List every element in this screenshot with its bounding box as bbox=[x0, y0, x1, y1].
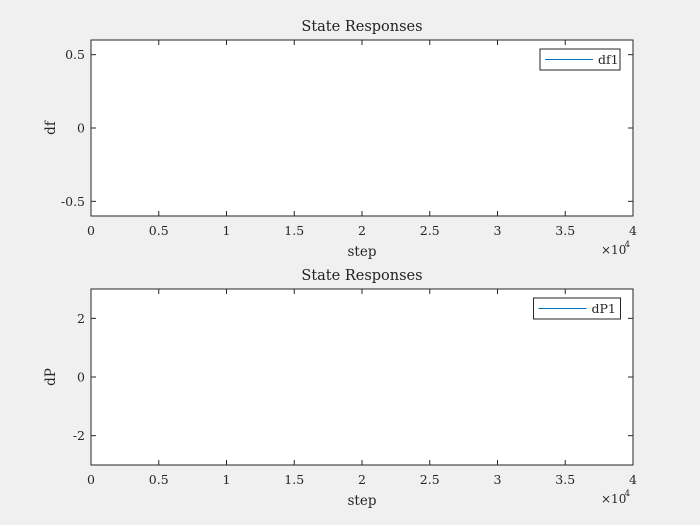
x-tick-label: 4 bbox=[629, 223, 637, 238]
x-tick-label: 0.5 bbox=[149, 472, 169, 487]
x-tick-label: 1 bbox=[223, 472, 231, 487]
x-tick-label: 2 bbox=[358, 223, 366, 238]
subplot-2: State Responses 0 0.5 1 1.5 2 2.5 3 3.5 4 -2 0 2 step… bbox=[43, 268, 637, 509]
legend: dP1 bbox=[533, 297, 621, 320]
x-axis-label: step bbox=[348, 244, 377, 260]
x-tick-label: 2.5 bbox=[420, 223, 440, 238]
chart-title: State Responses bbox=[301, 268, 422, 284]
y-tick-label: 0 bbox=[77, 370, 85, 385]
y-tick-label: -0.5 bbox=[61, 194, 85, 209]
y-tick-label: 0 bbox=[77, 121, 85, 136]
axes-box bbox=[90, 39, 634, 217]
x-tick-label: 3 bbox=[494, 472, 502, 487]
x-axis-label: step bbox=[348, 493, 377, 509]
y-tick-label: 2 bbox=[77, 311, 85, 326]
axes-box bbox=[90, 288, 634, 466]
y-axis-label: dP bbox=[43, 368, 59, 386]
y-tick-label: 0.5 bbox=[65, 47, 85, 62]
x-tick-label: 3 bbox=[494, 223, 502, 238]
x-tick-label: 0 bbox=[87, 472, 95, 487]
x-tick-label: 4 bbox=[629, 472, 637, 487]
chart-title: State Responses bbox=[301, 19, 422, 35]
legend-label-dP1: dP1 bbox=[592, 301, 616, 316]
x-exponent-label: ×10 bbox=[601, 243, 626, 257]
x-tick-label: 0.5 bbox=[149, 223, 169, 238]
x-tick-label: 0 bbox=[87, 223, 95, 238]
y-tick-label: -2 bbox=[73, 428, 85, 443]
x-exponent-power: 4 bbox=[625, 240, 630, 250]
x-tick-label: 2.5 bbox=[420, 472, 440, 487]
x-tick-label: 3.5 bbox=[555, 223, 575, 238]
x-tick-label: 1.5 bbox=[284, 472, 304, 487]
x-tick-label: 3.5 bbox=[555, 472, 575, 487]
x-exponent-label: ×10 bbox=[601, 492, 626, 506]
x-tick-label: 1 bbox=[223, 223, 231, 238]
x-tick-label: 2 bbox=[358, 472, 366, 487]
x-exponent-power: 4 bbox=[625, 489, 630, 499]
legend-label-df1: df1 bbox=[598, 52, 619, 67]
x-tick-label: 1.5 bbox=[284, 223, 304, 238]
legend: df1 bbox=[539, 48, 621, 71]
y-axis-label: df bbox=[43, 120, 59, 135]
